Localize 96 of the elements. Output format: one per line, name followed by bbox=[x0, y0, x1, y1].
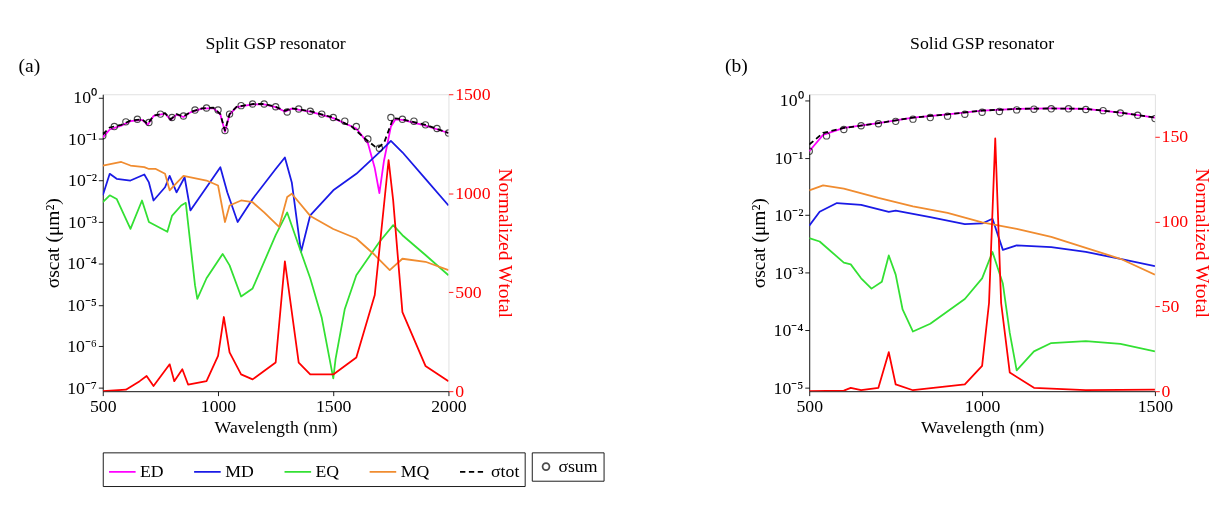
point bbox=[1047, 105, 1055, 113]
line-series bbox=[102, 140, 449, 253]
point bbox=[1099, 106, 1107, 115]
y2-axis-title: Normalized Wtotal bbox=[494, 168, 516, 319]
point bbox=[891, 117, 900, 126]
y2-tick-label: 100 bbox=[1161, 211, 1189, 232]
y-tick-label: 10⁻³ bbox=[774, 262, 804, 283]
point bbox=[122, 118, 130, 126]
y-tick-label: 10⁻² bbox=[68, 170, 98, 191]
x-axis-title: Wavelength (nm) bbox=[921, 417, 1045, 438]
y-tick-label: 10⁻⁵ bbox=[67, 294, 98, 315]
point bbox=[1030, 105, 1038, 113]
point bbox=[995, 107, 1004, 116]
point bbox=[156, 110, 165, 118]
point bbox=[1116, 109, 1125, 117]
x-tick-label: 500 bbox=[89, 396, 117, 417]
point bbox=[909, 115, 917, 123]
x-tick-label: 1000 bbox=[964, 396, 1001, 417]
y-tick-label: 10⁻⁴ bbox=[773, 320, 804, 341]
point bbox=[375, 144, 384, 152]
point bbox=[387, 113, 395, 122]
point bbox=[822, 132, 831, 140]
point bbox=[191, 106, 199, 114]
point bbox=[168, 113, 176, 122]
point bbox=[237, 101, 245, 110]
point bbox=[179, 112, 188, 120]
point bbox=[926, 113, 934, 122]
text: (b) bbox=[725, 55, 748, 78]
y-tick-label: 10⁻¹ bbox=[774, 147, 804, 168]
y-tick-label: 10⁰ bbox=[779, 90, 804, 111]
y-tick-label: 10⁻⁷ bbox=[67, 377, 98, 398]
y-tick-label: 10⁻⁴ bbox=[67, 253, 98, 274]
point bbox=[978, 108, 986, 116]
y2-tick-label: 50 bbox=[1161, 296, 1180, 317]
point bbox=[961, 110, 969, 119]
line-series bbox=[809, 202, 1155, 268]
y-tick-label: 10⁻⁵ bbox=[773, 377, 804, 398]
legend-label: EQ bbox=[315, 461, 340, 482]
point bbox=[225, 110, 234, 118]
point bbox=[283, 108, 291, 116]
point bbox=[318, 110, 326, 118]
y2-tick-label: 500 bbox=[455, 282, 482, 303]
point bbox=[133, 115, 142, 123]
chart-title: Split GSP resonator bbox=[205, 33, 346, 54]
point bbox=[1064, 105, 1073, 113]
point bbox=[352, 122, 361, 131]
legend-label: σtot bbox=[491, 461, 520, 482]
point bbox=[857, 122, 865, 130]
legend-label: σsum bbox=[558, 455, 598, 476]
point bbox=[364, 135, 372, 143]
y-tick-label: 10⁰ bbox=[73, 87, 98, 108]
point bbox=[306, 107, 314, 115]
point bbox=[840, 125, 848, 134]
y-axis-title: σscat (μm²) bbox=[748, 198, 771, 289]
x-axis-title: Wavelength (nm) bbox=[214, 417, 338, 438]
y-tick-label: 10⁻¹ bbox=[68, 128, 98, 149]
line-series bbox=[809, 184, 1155, 276]
y-axis-title: σscat (μm²) bbox=[41, 198, 64, 289]
x-tick-label: 1000 bbox=[200, 396, 237, 417]
y-tick-label: 10⁻⁶ bbox=[67, 336, 98, 357]
point bbox=[214, 106, 222, 114]
point bbox=[260, 100, 268, 108]
point bbox=[943, 112, 952, 120]
point bbox=[341, 117, 349, 125]
text: (a) bbox=[18, 55, 41, 78]
legend-label: ED bbox=[140, 461, 164, 482]
point bbox=[329, 113, 337, 122]
y-tick-label: 10⁻³ bbox=[68, 211, 98, 232]
point bbox=[221, 126, 229, 135]
point bbox=[110, 122, 119, 131]
y2-tick-label: 150 bbox=[1161, 126, 1189, 147]
line-series bbox=[102, 161, 449, 272]
point bbox=[295, 105, 303, 113]
y-tick-label: 10⁻² bbox=[774, 205, 804, 226]
y2-tick-label: 1500 bbox=[455, 84, 491, 105]
point bbox=[271, 103, 280, 111]
line-series bbox=[102, 194, 449, 380]
x-tick-label: 1500 bbox=[316, 396, 352, 417]
point bbox=[398, 115, 407, 123]
point bbox=[1082, 105, 1090, 114]
point bbox=[410, 117, 418, 125]
point bbox=[202, 104, 211, 112]
point bbox=[433, 124, 441, 133]
point bbox=[1133, 111, 1142, 119]
y2-tick-label: 1000 bbox=[455, 183, 491, 204]
legend-label: MQ bbox=[400, 461, 430, 482]
point bbox=[421, 121, 430, 129]
x-tick-label: 500 bbox=[796, 396, 824, 417]
point bbox=[1012, 106, 1021, 114]
point bbox=[248, 100, 257, 108]
y2-axis-title: Normalized Wtotal bbox=[1192, 168, 1214, 319]
chart-title: Solid GSP resonator bbox=[910, 33, 1055, 54]
point bbox=[874, 120, 883, 128]
point bbox=[145, 118, 153, 127]
line-series bbox=[809, 237, 1155, 372]
legend-label: MD bbox=[225, 461, 254, 482]
